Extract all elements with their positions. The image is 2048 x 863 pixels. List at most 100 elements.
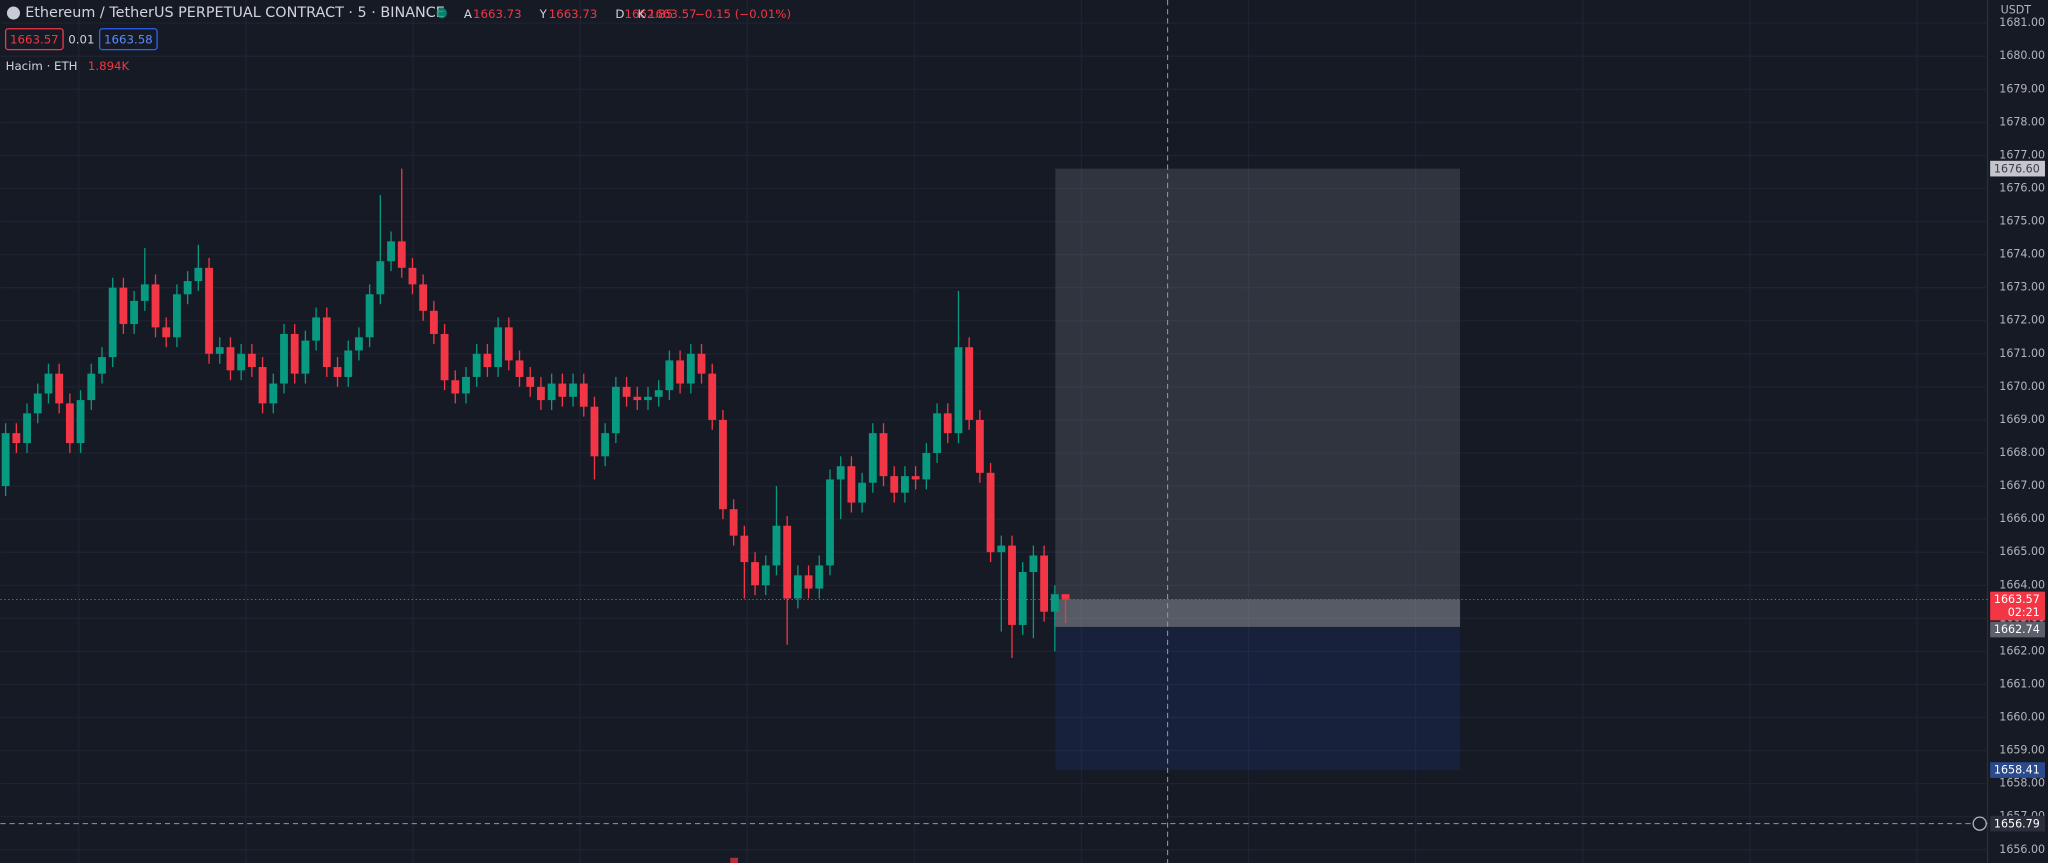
candle-body: [901, 476, 909, 493]
candle-body: [686, 353, 695, 384]
profit-zone: [1055, 168, 1461, 627]
candle-body: [997, 545, 1006, 553]
y-tick-label: 1674.00: [1999, 248, 2045, 261]
candle-body: [644, 396, 652, 401]
overlay: [0, 0, 1988, 863]
candle-body: [729, 509, 738, 536]
y-tick-label: 1665.00: [1999, 545, 2045, 558]
candle-body: [986, 472, 995, 553]
candle-body: [258, 367, 267, 404]
candle-body: [815, 565, 824, 589]
y-tick-label: 1680.00: [1999, 49, 2045, 62]
candle-body: [140, 284, 149, 301]
candle-body: [237, 353, 246, 371]
candle-body: [740, 535, 749, 563]
candle-body: [269, 383, 278, 404]
low-key: D: [615, 7, 624, 21]
candle-body: [483, 353, 492, 368]
candle-body: [504, 327, 513, 361]
y-tick-label: 1659.00: [1999, 744, 2045, 757]
candle-body: [333, 367, 342, 377]
close-key: K: [638, 7, 646, 21]
spread: 0.01: [68, 32, 94, 46]
candle-body: [943, 413, 952, 434]
candle-body: [1061, 594, 1070, 600]
target-price-label: 1676.60: [1994, 162, 2040, 175]
candle-body: [1029, 555, 1038, 573]
target-price-label-bg: [1990, 160, 2045, 177]
candle-body: [579, 383, 588, 407]
y-tick-label: 1669.00: [1999, 413, 2045, 426]
candles: [1, 168, 1070, 658]
y-tick-label: 1679.00: [1999, 82, 2045, 95]
candle-body: [44, 373, 53, 394]
candle-body: [322, 317, 331, 368]
candle-body: [1008, 545, 1016, 625]
y-tick-label: 1678.00: [1999, 115, 2045, 128]
candle-body: [558, 383, 567, 397]
volume-bar: [730, 857, 739, 863]
candle-body: [108, 287, 117, 358]
axis-unit: USDT: [2001, 3, 2032, 16]
sell-price[interactable]: 1663.57: [10, 32, 59, 46]
candle-body: [1, 433, 10, 487]
candle-body: [226, 347, 235, 371]
candle-body: [761, 565, 770, 586]
y-tick-label: 1672.00: [1999, 314, 2045, 327]
candle-body: [472, 353, 481, 377]
candle-body: [76, 400, 85, 444]
candle-body: [151, 284, 160, 328]
candle-body: [376, 261, 385, 295]
sell-button[interactable]: [4, 28, 64, 51]
y-tick-label: 1658.00: [1999, 777, 2045, 790]
price-axis: 1656.001657.001658.001659.001660.001661.…: [1972, 16, 2045, 856]
candle-body: [215, 347, 224, 354]
candle-body: [772, 525, 781, 566]
candle-body: [183, 281, 192, 295]
candle-body: [515, 360, 524, 377]
y-tick-label: 1673.00: [1999, 281, 2045, 294]
candle-body: [868, 433, 877, 483]
y-tick-label: 1662.00: [1999, 644, 2045, 657]
candle-body: [344, 350, 353, 377]
market-status: [436, 7, 447, 19]
buy-price[interactable]: 1663.58: [104, 32, 153, 46]
y-tick-label: 1660.00: [1999, 711, 2045, 724]
candle-body: [601, 433, 610, 457]
stop-price-label-bg: [1990, 762, 2045, 778]
candle-body: [847, 466, 856, 503]
candle-body: [697, 353, 706, 374]
symbol-title[interactable]: Ethereum / TetherUS PERPETUAL CONTRACT ·…: [25, 5, 445, 21]
position-tool[interactable]: [1055, 168, 1461, 771]
candle-body: [205, 267, 213, 354]
crosshair-price-label-bg: [1990, 815, 2045, 832]
open-key: A: [464, 7, 472, 21]
candle-body: [194, 267, 203, 282]
candle-body: [408, 267, 417, 285]
candle-body: [494, 327, 503, 368]
volume-value: 1.894K: [88, 59, 130, 73]
candle-body: [130, 300, 139, 325]
candle-body: [858, 482, 867, 503]
y-tick-label: 1668.00: [1999, 446, 2045, 459]
candle-body: [719, 419, 727, 510]
candle-body: [440, 333, 449, 381]
candle-body: [526, 376, 535, 387]
candle-body: [975, 419, 984, 473]
last-price-label: 1663.57: [1994, 593, 2040, 606]
candle-body: [633, 396, 642, 401]
candle-body: [33, 393, 42, 414]
candle-body: [933, 413, 941, 453]
candle-body: [665, 360, 674, 391]
candle-body: [462, 376, 470, 394]
y-tick-label: 1656.00: [1999, 843, 2045, 856]
buy-button[interactable]: [98, 28, 158, 51]
y-tick-label: 1675.00: [1999, 215, 2045, 228]
candle-body: [365, 294, 374, 338]
open-pnl-band: [1055, 599, 1461, 627]
candle-body: [1040, 555, 1049, 612]
entry-price-label: 1662.74: [1994, 623, 2040, 636]
candle-body: [836, 466, 845, 480]
